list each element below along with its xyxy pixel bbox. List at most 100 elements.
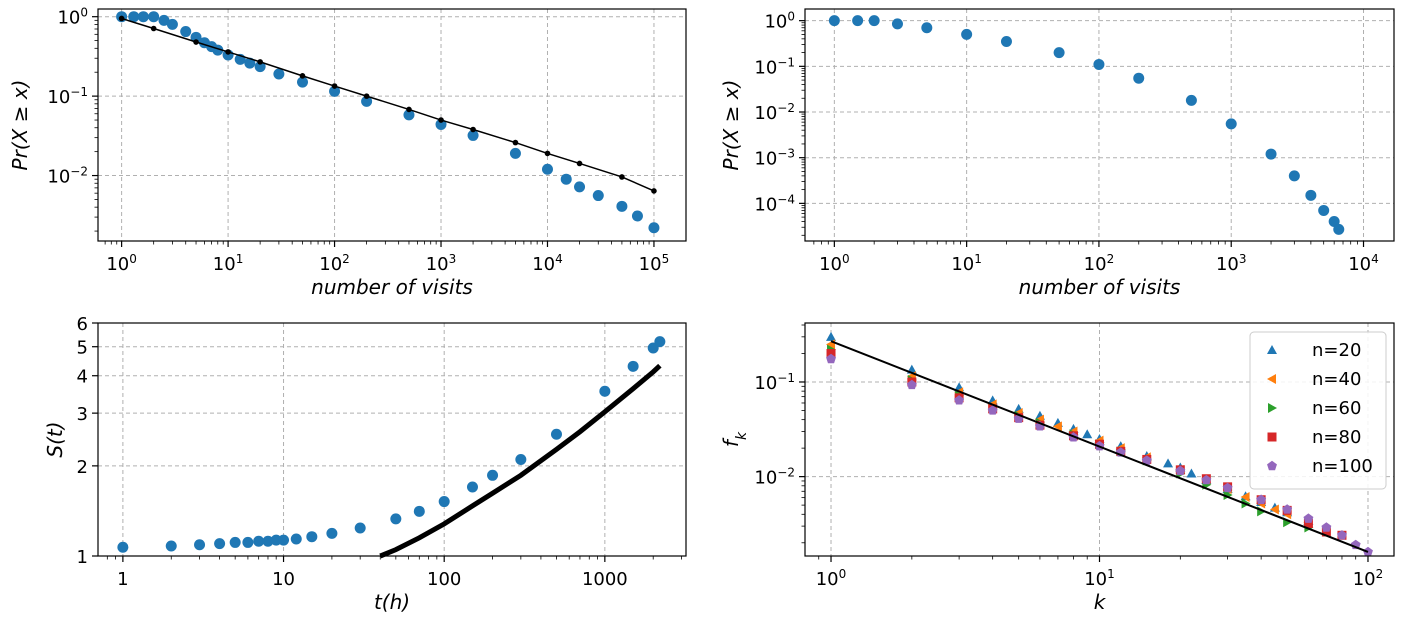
x-axis-label: number of visits xyxy=(311,275,473,299)
data-point xyxy=(1186,468,1197,478)
data-point xyxy=(470,126,476,133)
data-point xyxy=(329,85,341,97)
chart-fk-vs-k: 100 101 102 10−1 10−2 k fk n=20 n=40 n=60 n=80 n=10… xyxy=(719,322,1395,614)
x-tick-label: 10 xyxy=(272,569,295,590)
data-point xyxy=(290,533,302,545)
data-point xyxy=(242,536,254,548)
series-1 xyxy=(118,15,657,194)
y-tick-label: 2 xyxy=(77,457,88,478)
data-point xyxy=(619,174,625,180)
legend-label: n=80 xyxy=(1312,427,1361,448)
data-point xyxy=(654,336,666,348)
data-point xyxy=(117,541,129,553)
axes-frame xyxy=(804,8,1395,242)
data-point xyxy=(390,513,402,525)
series-0 xyxy=(826,331,1314,525)
x-tick-label: 101 xyxy=(951,252,982,275)
series-1 xyxy=(379,363,662,559)
data-point xyxy=(987,405,998,415)
y-axis-label: Pr(X ≥ x) xyxy=(8,80,32,171)
data-point xyxy=(354,522,366,534)
series-line xyxy=(379,363,662,559)
data-point xyxy=(1265,148,1277,160)
series-4 xyxy=(826,353,1373,557)
data-point xyxy=(574,181,586,193)
data-point xyxy=(826,348,836,358)
data-point xyxy=(1133,72,1145,84)
data-point xyxy=(1141,455,1152,465)
data-point xyxy=(278,534,290,546)
data-point xyxy=(576,160,583,167)
data-point xyxy=(190,31,202,43)
data-point xyxy=(1163,458,1174,468)
data-point xyxy=(1305,189,1317,201)
data-point xyxy=(326,527,338,539)
y-axis-label: S(t) xyxy=(43,421,67,457)
data-point xyxy=(1185,94,1197,106)
y-tick-label: 10−3 xyxy=(754,147,795,170)
y-tick-label: 10−4 xyxy=(754,192,795,215)
data-point xyxy=(262,535,274,547)
legend-marker xyxy=(1267,374,1276,384)
x-tick-label: 101 xyxy=(1084,567,1115,590)
data-point xyxy=(1321,522,1332,532)
data-point xyxy=(515,454,527,466)
data-point xyxy=(1282,504,1293,514)
axes-frame xyxy=(97,8,687,242)
data-point xyxy=(1093,58,1105,70)
data-point xyxy=(403,109,415,121)
data-point xyxy=(244,57,256,69)
data-point xyxy=(254,61,266,73)
data-point xyxy=(165,540,177,552)
data-point xyxy=(194,539,206,551)
data-point xyxy=(560,173,572,185)
data-point xyxy=(961,28,973,40)
data-point xyxy=(214,538,226,550)
data-point xyxy=(592,190,604,202)
data-point xyxy=(1201,474,1212,485)
x-tick-label: 100 xyxy=(819,252,850,275)
y-tick-label: 100 xyxy=(57,6,88,29)
data-point xyxy=(438,496,450,508)
data-point xyxy=(1256,494,1267,504)
y-tick-label: 10−1 xyxy=(47,85,88,108)
data-point xyxy=(1303,518,1313,528)
data-point xyxy=(148,11,160,23)
x-axis-label: t(h) xyxy=(374,590,410,614)
data-point xyxy=(627,360,639,372)
data-point xyxy=(631,210,643,222)
x-tick-label: 100 xyxy=(427,569,461,590)
axes-frame xyxy=(97,322,687,557)
x-tick-label: 102 xyxy=(1084,252,1115,275)
data-point xyxy=(1175,465,1186,476)
legend-marker xyxy=(1267,460,1277,471)
data-point xyxy=(225,49,231,55)
legend-label: n=20 xyxy=(1312,340,1361,361)
series-0 xyxy=(116,11,660,234)
data-point xyxy=(467,129,479,141)
data-point xyxy=(891,18,903,30)
data-point xyxy=(363,93,370,99)
data-point xyxy=(616,200,628,212)
data-point xyxy=(1318,204,1330,216)
data-point xyxy=(1053,47,1065,59)
data-point xyxy=(1303,513,1314,523)
data-point xyxy=(1223,489,1233,500)
data-point xyxy=(1269,504,1279,515)
data-point xyxy=(852,15,864,27)
data-point xyxy=(193,39,199,45)
legend-box xyxy=(1249,331,1387,490)
y-tick-label: 10−2 xyxy=(754,101,795,124)
data-point xyxy=(1337,530,1347,540)
legend-label: n=60 xyxy=(1312,398,1361,419)
data-point xyxy=(253,535,265,547)
x-tick-label: 102 xyxy=(319,252,350,275)
x-tick-label: 100 xyxy=(106,252,137,275)
data-point xyxy=(599,385,611,397)
y-tick-label: 100 xyxy=(764,10,795,33)
series-0 xyxy=(828,15,1345,235)
y-tick-label: 10−1 xyxy=(754,55,795,78)
x-tick-label: 1000 xyxy=(582,569,628,590)
x-axis-label: number of visits xyxy=(1019,275,1181,299)
data-point xyxy=(1222,482,1233,493)
